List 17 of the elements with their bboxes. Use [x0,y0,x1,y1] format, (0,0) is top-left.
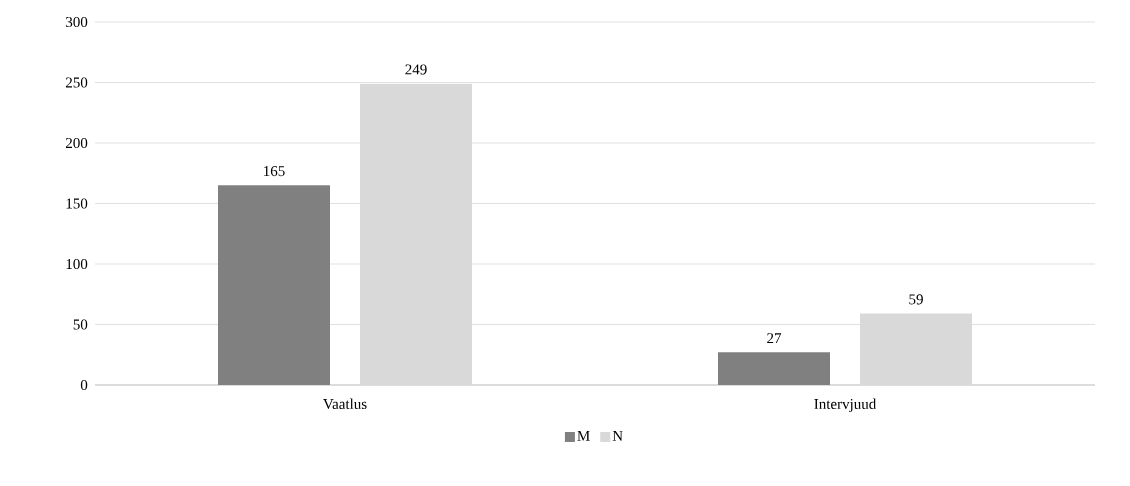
x-tick-label: Vaatlus [323,398,367,410]
x-tick-label: Intervjuud [814,398,877,413]
y-tick-label: 150 [66,198,88,209]
y-tick-label: 50 [73,319,88,330]
data-label: 59 [909,294,923,305]
bar [718,352,830,385]
y-tick-label: 250 [65,77,88,88]
data-label: 249 [405,64,427,75]
data-label: 27 [767,333,782,344]
y-tick-label: 300 [66,16,88,28]
legend-label: N [612,430,623,441]
y-tick-label: 200 [65,137,88,149]
legend-label: M [577,430,590,441]
data-label: 165 [264,166,285,177]
y-tick-label: 100 [66,258,88,270]
y-tick-label: 0 [80,379,88,391]
bar [218,185,331,385]
